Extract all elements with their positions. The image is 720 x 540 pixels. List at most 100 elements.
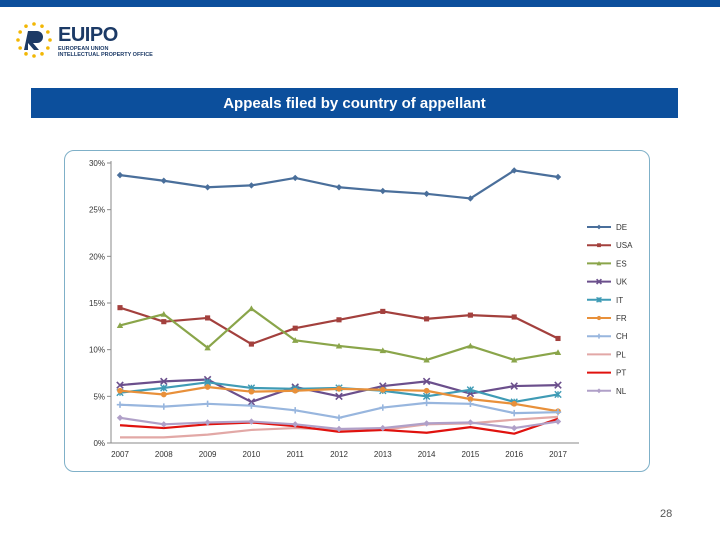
- legend-label: USA: [616, 241, 633, 250]
- data-point: [423, 399, 430, 407]
- data-point: [160, 377, 168, 386]
- data-point: [554, 381, 562, 389]
- euipo-circle-of-stars-icon: [16, 22, 52, 58]
- legend-item: NL: [587, 387, 627, 396]
- data-point: [423, 190, 430, 197]
- page-number: 28: [660, 508, 673, 520]
- data-point: [335, 342, 343, 349]
- x-tick-label: 2009: [199, 450, 217, 459]
- data-point: [161, 319, 167, 325]
- data-point: [597, 243, 601, 248]
- x-tick-label: 2013: [374, 450, 392, 459]
- data-point: [380, 308, 386, 314]
- y-tick-label: 30%: [89, 159, 105, 168]
- data-point: [292, 387, 299, 394]
- data-point: [160, 177, 167, 184]
- legend-label: PL: [616, 350, 626, 359]
- data-point: [379, 386, 386, 393]
- legend-item: FR: [587, 314, 627, 323]
- data-point: [554, 390, 562, 399]
- data-point: [379, 347, 386, 354]
- data-point: [116, 401, 124, 408]
- logo-star: [32, 54, 36, 58]
- series-de: [116, 167, 562, 202]
- data-point: [467, 419, 474, 426]
- data-point: [204, 419, 211, 426]
- logo-star: [24, 52, 28, 56]
- data-point: [204, 184, 211, 191]
- data-point: [160, 421, 167, 428]
- data-point: [467, 312, 473, 318]
- logo-star: [40, 52, 44, 56]
- data-point: [596, 333, 602, 339]
- data-point: [335, 184, 343, 191]
- y-tick-label: 10%: [89, 346, 105, 355]
- legend-item: IT: [587, 296, 623, 305]
- series-fr: [117, 384, 561, 415]
- legend-label: FR: [616, 314, 627, 323]
- logo-star: [32, 22, 36, 26]
- chart-frame: 0% 5% 10% 15% 20% 25% 30% 2007 2008 2009 2010 2011 2…: [64, 150, 650, 472]
- data-point: [292, 337, 299, 343]
- data-point: [117, 387, 123, 394]
- data-point: [335, 414, 343, 421]
- series-line: [119, 306, 559, 346]
- data-point: [511, 356, 518, 363]
- data-point: [511, 400, 518, 407]
- logo-star: [18, 30, 22, 34]
- data-point: [596, 261, 602, 266]
- logo-star: [48, 38, 52, 42]
- data-point: [596, 278, 602, 285]
- data-point: [596, 224, 602, 230]
- y-tick-label: 20%: [89, 252, 105, 261]
- legend-label: DE: [616, 223, 627, 232]
- x-tick-label: 2010: [243, 450, 261, 459]
- data-point: [422, 377, 431, 386]
- data-point: [511, 424, 518, 432]
- data-point: [117, 305, 123, 311]
- data-point: [554, 409, 562, 416]
- data-point: [336, 385, 342, 392]
- data-point: [160, 403, 167, 410]
- y-tick-label: 25%: [89, 206, 105, 215]
- legend-label: CH: [616, 332, 628, 341]
- logo-subtitle-line-2: INTELLECTUAL PROPERTY OFFICE: [58, 52, 153, 58]
- x-tick-label: 2017: [549, 450, 567, 459]
- logo-subtitle: EUROPEAN UNION INTELLECTUAL PROPERTY OFF…: [58, 46, 158, 58]
- legend-label: NL: [616, 387, 627, 396]
- data-point: [422, 392, 431, 401]
- legend-item: UK: [587, 278, 628, 287]
- data-point: [248, 418, 255, 425]
- data-point: [379, 424, 386, 432]
- slide-title: Appeals filed by country of appellant: [223, 94, 486, 112]
- x-tick-label: 2012: [330, 450, 348, 459]
- legend-item: PL: [587, 350, 626, 359]
- data-point: [116, 381, 124, 389]
- x-tick-label: 2016: [505, 450, 523, 459]
- data-point: [160, 384, 168, 392]
- data-point: [511, 167, 518, 174]
- slide-title-bar: Appeals filed by country of appellant: [31, 88, 678, 118]
- legend-label: ES: [616, 259, 627, 268]
- legend: DE USA ES UK IT FR CH PL PT NL: [587, 223, 633, 396]
- data-point: [160, 391, 167, 398]
- data-point: [292, 325, 298, 331]
- legend-item: CH: [587, 332, 628, 341]
- data-point: [292, 421, 299, 428]
- series-es: [116, 305, 562, 363]
- euipo-logo: EUIPO EUROPEAN UNION INTELLECTUAL PROPER…: [14, 20, 154, 62]
- data-point: [116, 414, 124, 421]
- data-point: [554, 173, 562, 181]
- data-point: [379, 404, 386, 411]
- data-point: [554, 349, 562, 356]
- data-point: [116, 171, 124, 179]
- line-chart: 0% 5% 10% 15% 20% 25% 30% 2007 2008 2009 2010 2011 2…: [89, 159, 633, 459]
- data-point: [379, 187, 386, 195]
- legend-item: DE: [587, 223, 627, 232]
- data-point: [248, 388, 255, 395]
- data-point: [424, 316, 430, 322]
- data-point: [248, 182, 255, 189]
- logo-star: [40, 24, 44, 28]
- series-ch: [116, 399, 562, 421]
- legend-label: IT: [616, 296, 623, 305]
